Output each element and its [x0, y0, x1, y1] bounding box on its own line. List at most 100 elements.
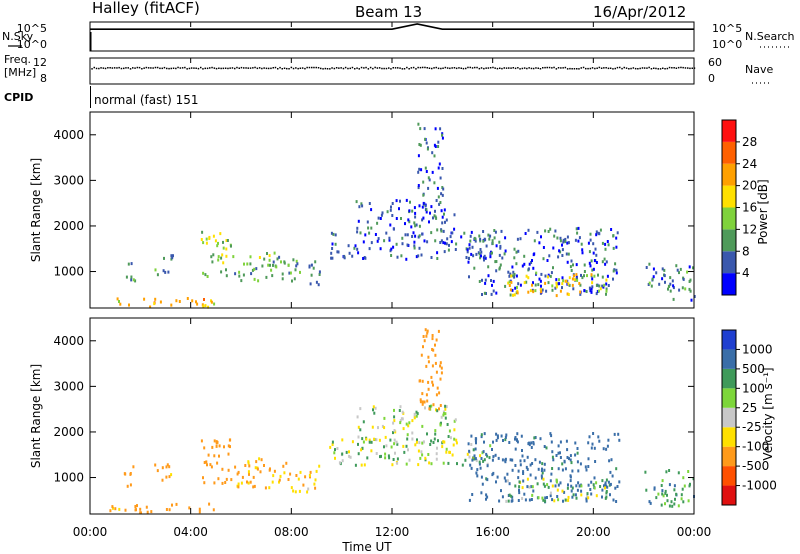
range-cell — [171, 503, 173, 507]
range-cell — [443, 412, 446, 415]
range-cell — [505, 433, 508, 437]
range-cell — [533, 436, 536, 440]
range-cell — [424, 456, 427, 460]
freq-sample — [351, 66, 354, 69]
range-cell — [520, 434, 523, 438]
range-cell — [225, 254, 228, 258]
range-cell — [419, 400, 422, 404]
range-cell — [534, 436, 537, 439]
freq-sample — [621, 67, 623, 70]
range-cell — [542, 477, 545, 481]
range-cell — [227, 452, 230, 456]
range-cell — [597, 435, 600, 439]
range-cell — [504, 435, 507, 439]
range-cell — [552, 458, 555, 462]
range-cell — [504, 284, 507, 288]
range-cell — [434, 127, 437, 131]
range-cell — [484, 281, 487, 285]
range-cell — [368, 231, 371, 235]
range-cell — [498, 266, 501, 270]
range-cell — [247, 470, 250, 474]
range-cell — [665, 470, 668, 474]
range-cell — [225, 477, 228, 481]
range-cell — [471, 458, 474, 462]
range-cell — [482, 459, 485, 463]
freq-sample — [254, 66, 256, 69]
range-cell — [570, 484, 573, 488]
range-cell — [395, 242, 398, 246]
range-cell — [313, 482, 316, 486]
range-cell — [436, 228, 439, 232]
range-cell — [403, 450, 406, 454]
range-cell — [542, 482, 545, 486]
range-cell — [244, 464, 247, 467]
range-cell — [396, 442, 399, 446]
range-cell — [268, 254, 271, 258]
range-cell — [310, 263, 313, 267]
range-cell — [280, 260, 282, 264]
range-cell — [580, 242, 583, 246]
range-cell — [230, 244, 232, 248]
range-cell — [264, 486, 267, 490]
freq-sample — [102, 67, 105, 69]
range-cell — [240, 279, 243, 283]
range-cell — [422, 440, 425, 444]
range-cell — [130, 275, 133, 279]
freq-sample — [684, 67, 687, 69]
range-cell — [424, 328, 427, 332]
range-cell — [208, 502, 211, 506]
range-cell — [585, 290, 588, 293]
range-cell — [615, 271, 618, 275]
freq-sample — [449, 67, 451, 70]
range-cell — [406, 437, 409, 441]
freq-sample — [376, 67, 379, 69]
freq-sample — [98, 67, 100, 70]
range-cell — [435, 457, 438, 461]
range-cell — [421, 402, 424, 406]
range-cell — [432, 441, 435, 444]
range-cell — [210, 300, 213, 304]
range-cell — [351, 254, 354, 258]
range-cell — [682, 277, 685, 281]
range-cell — [430, 375, 433, 379]
range-cell — [609, 470, 612, 474]
freq-sample — [363, 67, 365, 69]
range-cell — [586, 274, 588, 278]
freq-sample — [329, 68, 331, 70]
range-cell — [278, 480, 280, 484]
range-cell — [612, 234, 615, 238]
freq-sample — [435, 66, 437, 69]
xtick-label: 08:00 — [274, 525, 309, 539]
range-cell — [430, 205, 433, 209]
range-cell — [136, 504, 138, 508]
range-cell — [442, 229, 445, 233]
range-cell — [495, 291, 498, 295]
range-cell — [315, 280, 318, 284]
range-cell — [669, 282, 672, 286]
range-cell — [484, 256, 487, 260]
range-cell — [175, 502, 178, 506]
range-cell — [490, 292, 493, 296]
range-cell — [421, 218, 424, 222]
freq-sample — [315, 66, 317, 69]
range-cell — [437, 439, 439, 443]
range-cell — [172, 254, 174, 258]
range-cell — [435, 199, 438, 202]
range-cell — [440, 229, 443, 233]
freq-sample — [394, 67, 397, 69]
freq-sample — [258, 67, 261, 69]
range-cell — [269, 467, 271, 471]
range-cell — [559, 456, 562, 459]
range-cell — [451, 453, 454, 457]
freq-sample — [136, 66, 139, 69]
range-cell — [479, 239, 482, 243]
freq-sample — [419, 66, 422, 69]
freq-sample — [397, 67, 399, 69]
range-cell — [474, 237, 477, 241]
freq-sample — [184, 66, 186, 69]
range-cell — [416, 412, 419, 416]
range-cell — [519, 463, 522, 467]
range-cell — [466, 452, 469, 456]
range-cell — [516, 237, 519, 241]
freq-sample — [340, 67, 342, 69]
